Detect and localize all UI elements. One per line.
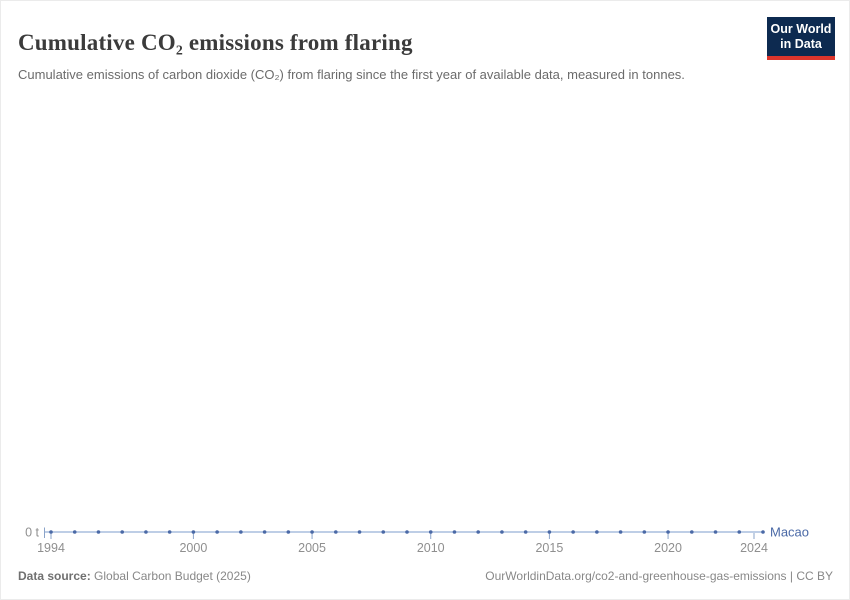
data-point-2019[interactable] bbox=[642, 530, 647, 534]
data-source-value: Global Carbon Budget (2025) bbox=[94, 569, 251, 583]
owid-logo[interactable]: Our World in Data bbox=[767, 17, 835, 60]
data-point-1997[interactable] bbox=[120, 530, 124, 534]
data-point-2018[interactable] bbox=[618, 530, 623, 534]
data-point-2004[interactable] bbox=[286, 530, 291, 534]
data-point-2020[interactable] bbox=[666, 530, 670, 534]
x-axis-label-2020: 2020 bbox=[654, 541, 682, 555]
line-chart[interactable]: 1994 2000 2005 2010 2015 2020 2024 0 t Macao bbox=[1, 501, 850, 563]
data-source-label: Data source: bbox=[18, 569, 91, 583]
data-point-2014[interactable] bbox=[523, 530, 528, 534]
data-point-2017[interactable] bbox=[595, 530, 599, 534]
y-axis-label: 0 t bbox=[25, 526, 39, 540]
data-point-2016[interactable] bbox=[571, 530, 575, 534]
chart-subtitle: Cumulative emissions of carbon dioxide (… bbox=[18, 67, 685, 82]
x-axis-label-2010: 2010 bbox=[417, 541, 445, 555]
data-point-2007[interactable] bbox=[357, 530, 362, 534]
owid-logo-line1: Our World bbox=[770, 22, 832, 36]
x-axis-label-2024: 2024 bbox=[740, 541, 768, 555]
owid-logo-line2: in Data bbox=[780, 37, 822, 51]
data-point-2012[interactable] bbox=[476, 530, 481, 534]
x-axis-label-1994: 1994 bbox=[37, 541, 65, 555]
data-point-1995[interactable] bbox=[72, 530, 77, 534]
owid-logo-text: Our World in Data bbox=[767, 17, 835, 56]
data-point-2003[interactable] bbox=[262, 530, 267, 534]
data-point-2008[interactable] bbox=[381, 530, 386, 534]
chart-title: Cumulative CO₂ emissions from flaring bbox=[18, 30, 413, 56]
data-point-2009[interactable] bbox=[405, 530, 409, 534]
data-point-1994[interactable] bbox=[49, 530, 53, 534]
data-point-2013[interactable] bbox=[500, 530, 504, 534]
data-point-1999[interactable] bbox=[167, 530, 172, 534]
owid-logo-red-strip bbox=[767, 56, 835, 60]
data-point-2002[interactable] bbox=[239, 530, 243, 534]
data-point-2024[interactable] bbox=[761, 530, 765, 534]
data-point-2015[interactable] bbox=[547, 530, 552, 534]
data-point-2023[interactable] bbox=[737, 530, 742, 534]
entity-label-macao[interactable]: Macao bbox=[770, 525, 809, 540]
data-point-2000[interactable] bbox=[191, 530, 196, 534]
data-point-2001[interactable] bbox=[215, 530, 219, 534]
data-point-1998[interactable] bbox=[144, 530, 148, 534]
data-point-2010[interactable] bbox=[428, 530, 433, 534]
data-point-2005[interactable] bbox=[310, 530, 314, 534]
x-axis-label-2015: 2015 bbox=[535, 541, 563, 555]
data-source-note: Data source: Global Carbon Budget (2025) bbox=[18, 569, 251, 583]
data-point-2022[interactable] bbox=[713, 530, 718, 534]
x-axis-label-2000: 2000 bbox=[179, 541, 207, 555]
data-point-2021[interactable] bbox=[690, 530, 694, 534]
data-point-1996[interactable] bbox=[96, 530, 101, 534]
x-axis-label-2005: 2005 bbox=[298, 541, 326, 555]
data-point-2011[interactable] bbox=[452, 530, 457, 534]
chart-footer: Data source: Global Carbon Budget (2025)… bbox=[18, 569, 833, 583]
data-point-2006[interactable] bbox=[334, 530, 338, 534]
attribution-link[interactable]: OurWorldinData.org/co2-and-greenhouse-ga… bbox=[485, 569, 833, 583]
